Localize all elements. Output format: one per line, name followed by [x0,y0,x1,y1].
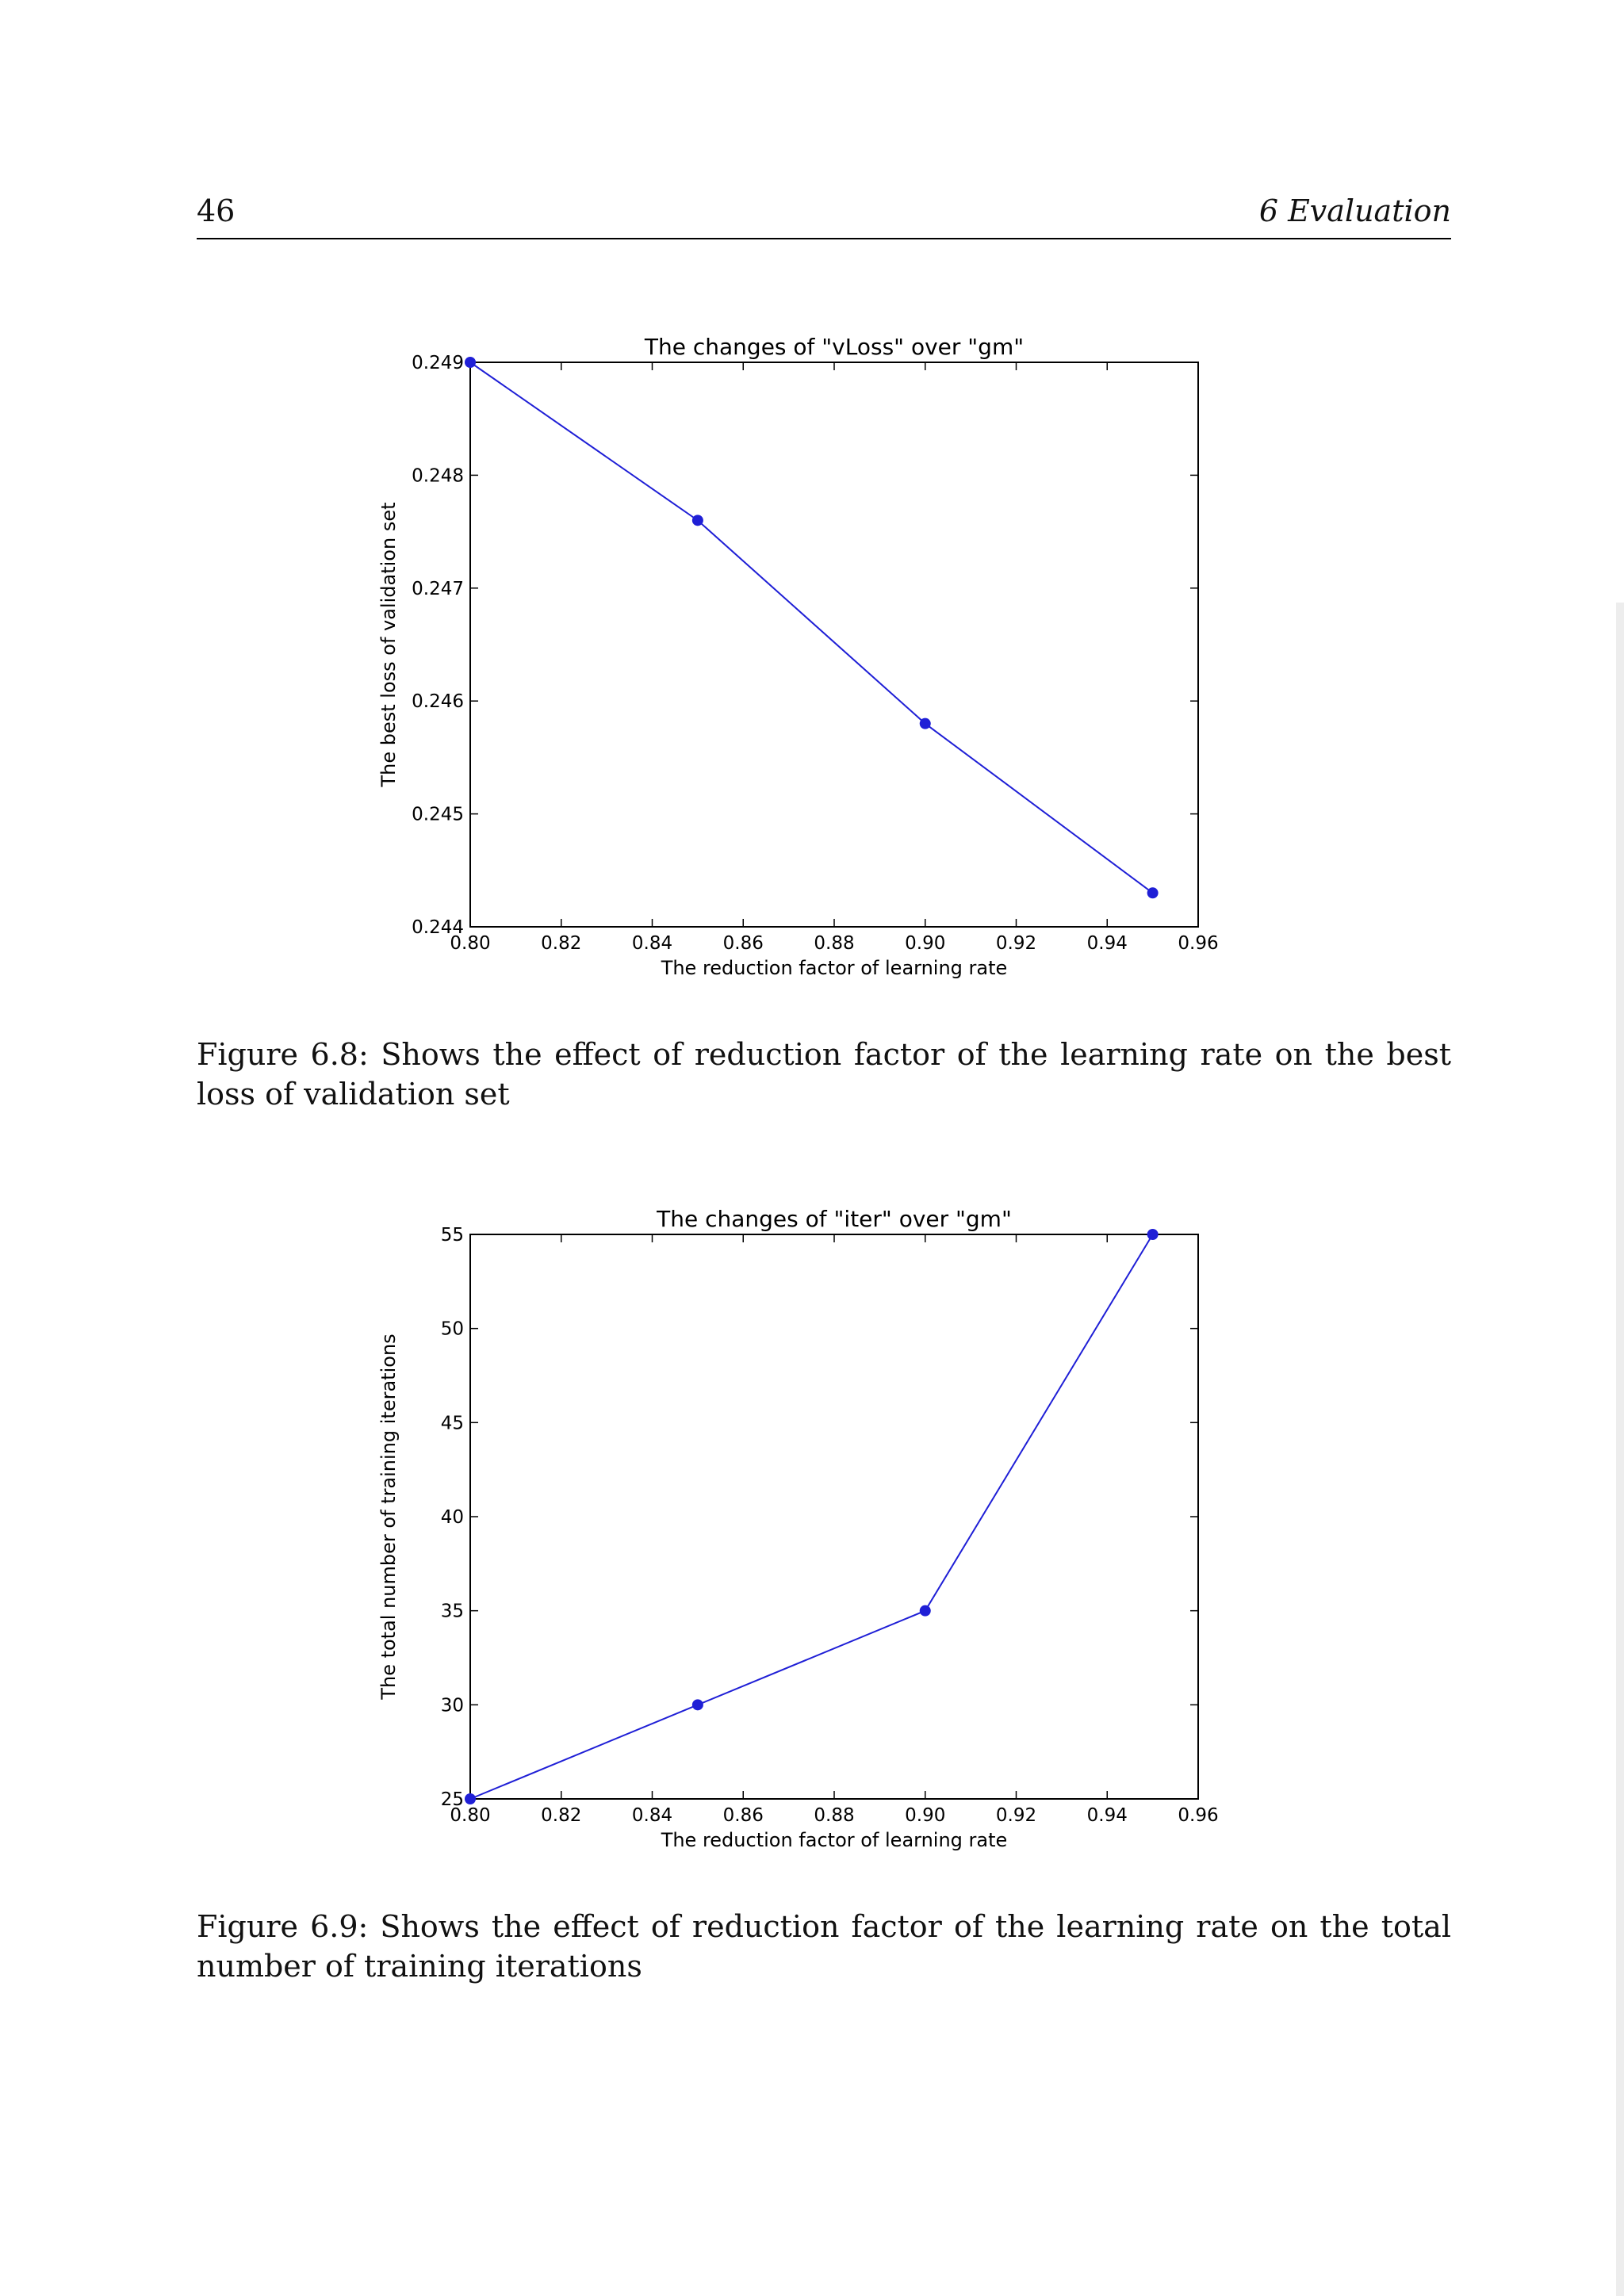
y-tick-label: 55 [441,1225,464,1246]
x-tick-label: 0.90 [905,1805,945,1826]
x-axis-label: The reduction factor of learning rate [661,1829,1008,1851]
y-axis-label: The total number of training iterations [377,1334,400,1700]
y-tick-label: 0.248 [412,465,464,486]
x-tick-label: 0.94 [1087,1805,1128,1826]
figure-6-9-caption: Figure 6.9: Shows the effect of reductio… [197,1909,1451,1984]
data-point [465,357,476,368]
vloss-chart: The changes of "vLoss" over "gm" 0.80 0.82… [377,334,1219,979]
y-tick-label: 0.244 [412,917,464,938]
x-tick-label: 0.80 [450,1805,490,1826]
page-header: 46 6 Evaluation [197,193,1451,239]
data-point [691,515,703,526]
plot-frame [469,1234,1199,1800]
x-tick-label: 0.86 [723,1805,764,1826]
y-tick-label: 30 [441,1695,464,1716]
chart-title: The changes of "vLoss" over "gm" [644,334,1024,360]
y-tick-label: 0.246 [412,691,464,712]
y-tick-label: 35 [441,1601,464,1622]
y-tick-label: 50 [441,1319,464,1340]
chart-title: The changes of "iter" over "gm" [656,1206,1012,1232]
y-axis-label: The best loss of validation set [377,502,400,787]
y-tick-label: 40 [441,1507,464,1528]
x-tick-label: 0.84 [632,933,672,954]
iter-chart: The changes of "iter" over "gm" 0.80 0.82 0… [377,1206,1219,1851]
scan-edge-shadow [1616,603,1624,2296]
x-tick-label: 0.80 [450,933,490,954]
y-tick-label: 25 [441,1789,464,1810]
data-point [691,1699,703,1711]
x-tick-label: 0.90 [905,933,945,954]
y-tick-label: 0.247 [412,579,464,599]
x-tick-label: 0.92 [996,933,1036,954]
chapter-title: 6 Evaluation [1258,193,1451,228]
page-number: 46 [197,193,236,228]
x-tick-label: 0.84 [632,1805,672,1826]
data-point [919,718,931,729]
x-tick-label: 0.94 [1087,933,1128,954]
plot-frame [469,362,1199,928]
data-point [1147,1229,1159,1240]
data-point [465,1793,476,1804]
figure-6-8-caption: Figure 6.8: Shows the effect of reductio… [197,1037,1451,1112]
x-tick-label: 0.88 [814,933,854,954]
x-tick-label: 0.82 [541,933,581,954]
y-tick-label: 0.245 [412,805,464,825]
x-tick-label: 0.88 [814,1805,854,1826]
series-line [469,1234,1154,1800]
figure-6-8: The changes of "vLoss" over "gm" 0.80 0.82… [365,321,1253,995]
data-point [919,1605,931,1617]
x-tick-label: 0.92 [996,1805,1036,1826]
y-tick-label: 0.249 [412,353,464,373]
y-tick-label: 45 [441,1413,464,1433]
x-tick-label: 0.96 [1178,933,1218,954]
x-tick-label: 0.86 [723,933,764,954]
x-axis-label: The reduction factor of learning rate [661,957,1008,979]
series-line [469,362,1154,894]
data-point [1147,887,1159,899]
x-tick-label: 0.96 [1178,1805,1218,1826]
figure-6-9: The changes of "iter" over "gm" 0.80 0.82 0… [365,1193,1253,1867]
x-tick-label: 0.82 [541,1805,581,1826]
